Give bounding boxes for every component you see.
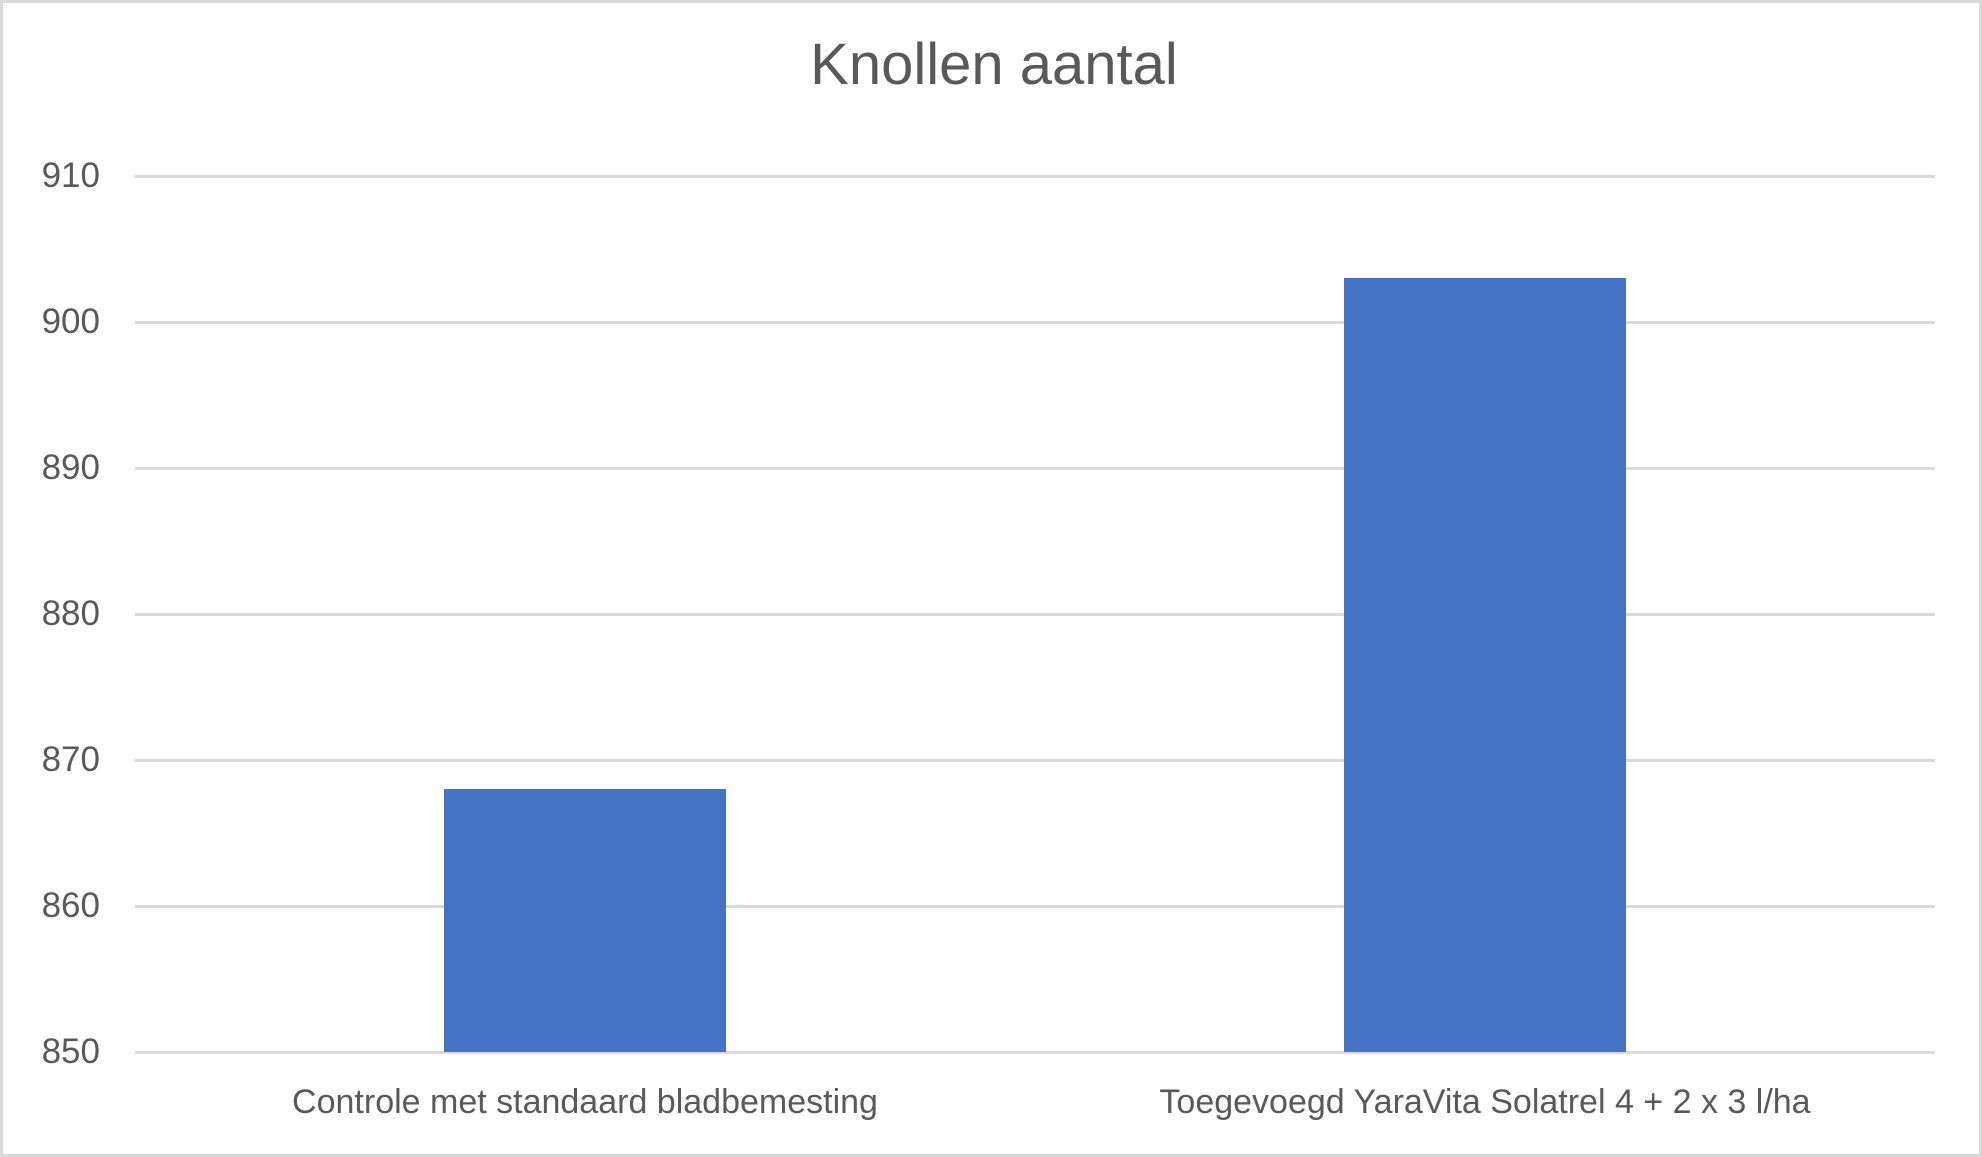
bar [444, 789, 726, 1052]
gridline [135, 320, 1935, 324]
y-tick-label: 900 [41, 302, 100, 341]
y-tick-label: 880 [41, 594, 100, 633]
x-category-label: Controle met standaard bladbemesting [292, 1083, 878, 1121]
y-tick-label: 910 [41, 156, 100, 195]
y-tick-label: 860 [41, 886, 100, 925]
gridline [135, 904, 1935, 908]
gridline [135, 174, 1935, 178]
bar [1344, 278, 1626, 1052]
gridline [135, 612, 1935, 616]
y-tick-label: 870 [41, 740, 100, 779]
chart-title: Knollen aantal [810, 32, 1178, 97]
x-category-label: Toegevoegd YaraVita Solatrel 4 + 2 x 3 l… [1159, 1083, 1811, 1121]
gridline [135, 758, 1935, 762]
y-tick-label: 890 [41, 448, 100, 487]
gridline [135, 1050, 1935, 1054]
y-tick-label: 850 [41, 1032, 100, 1071]
gridline [135, 466, 1935, 470]
